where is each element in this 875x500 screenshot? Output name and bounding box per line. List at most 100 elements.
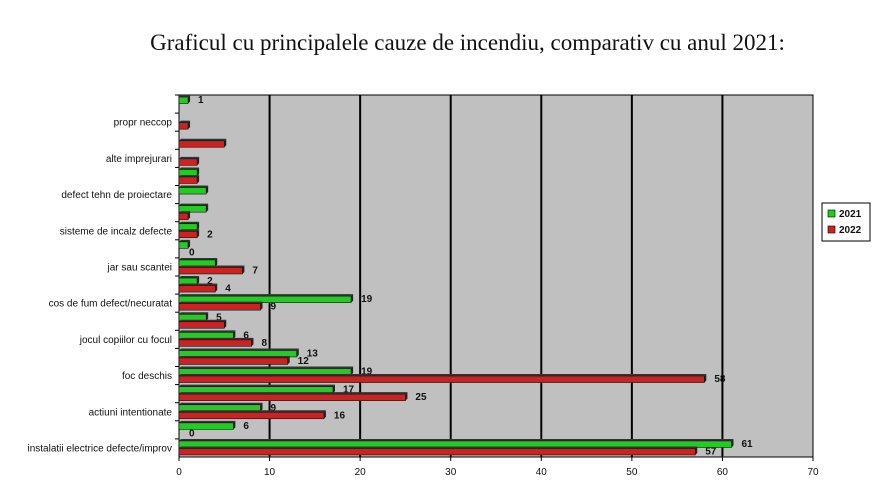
bar-depth bbox=[197, 156, 200, 166]
data-label: 25 bbox=[415, 392, 427, 403]
bar-2022-10 bbox=[178, 267, 243, 275]
bar-depth bbox=[206, 312, 209, 321]
data-label: 2 bbox=[207, 229, 213, 240]
bar-depth bbox=[251, 337, 254, 347]
bar-depth bbox=[233, 330, 236, 339]
bar-depth bbox=[287, 355, 290, 365]
bar-2021-19 bbox=[178, 96, 189, 104]
bar-depth bbox=[206, 185, 209, 195]
data-label: 19 bbox=[361, 294, 373, 305]
bar-depth bbox=[405, 392, 408, 401]
bar-2022-8 bbox=[178, 303, 261, 311]
bar-2022-5 bbox=[178, 357, 288, 365]
bar-top bbox=[179, 374, 707, 377]
bar-2022-9 bbox=[178, 285, 216, 293]
bar-top bbox=[179, 312, 209, 315]
category-label: jocul copiilor cu focul bbox=[79, 335, 172, 346]
bar-2021-11 bbox=[178, 241, 189, 249]
bar-top bbox=[179, 348, 299, 351]
bar-depth bbox=[242, 265, 245, 274]
bar-2022-15 bbox=[178, 176, 198, 184]
bar-depth bbox=[351, 366, 354, 376]
bar-top bbox=[179, 402, 263, 405]
bar-top bbox=[179, 257, 218, 260]
bar-2022-18 bbox=[178, 122, 189, 130]
bar-top bbox=[179, 301, 263, 304]
bar-top bbox=[179, 211, 191, 214]
bar-top bbox=[179, 330, 236, 333]
category-label: cos de fum defect/necuratat bbox=[49, 299, 173, 310]
bar-top bbox=[179, 156, 200, 159]
bar-2022-4 bbox=[178, 375, 705, 383]
data-label: 5 bbox=[216, 312, 222, 323]
bar-top bbox=[179, 438, 734, 441]
data-label: 19 bbox=[361, 367, 373, 378]
data-label: 9 bbox=[271, 403, 277, 414]
legend-label-2021: 2021 bbox=[839, 209, 862, 220]
bar-2022-3 bbox=[178, 393, 406, 401]
bar-depth bbox=[323, 410, 326, 419]
data-label: 6 bbox=[243, 421, 249, 432]
bar-depth bbox=[188, 95, 191, 104]
bar-top bbox=[179, 229, 200, 232]
data-label: 61 bbox=[741, 439, 753, 450]
bar-depth bbox=[332, 384, 335, 394]
bar-2021-1 bbox=[178, 422, 234, 430]
bar-depth bbox=[260, 402, 263, 412]
bar-depth bbox=[188, 120, 191, 130]
data-label: 13 bbox=[307, 348, 319, 359]
data-label: 0 bbox=[189, 247, 195, 258]
category-label: jar sau scantei bbox=[107, 262, 172, 273]
legend bbox=[821, 202, 871, 242]
bar-depth bbox=[695, 446, 698, 455]
data-label: 6 bbox=[243, 330, 249, 341]
bar-top bbox=[179, 384, 335, 387]
bar-depth bbox=[188, 211, 191, 220]
bar-2022-17 bbox=[178, 140, 225, 148]
bar-depth bbox=[197, 221, 200, 231]
bar-2021-14 bbox=[178, 187, 207, 195]
data-label: 8 bbox=[261, 338, 267, 349]
category-label: actiuni intentionate bbox=[89, 407, 173, 418]
category-label: alte imprejurari bbox=[106, 154, 172, 165]
bar-depth bbox=[215, 257, 218, 267]
data-label: 4 bbox=[225, 284, 231, 295]
data-label: 2 bbox=[207, 276, 213, 287]
data-label: 0 bbox=[189, 428, 195, 439]
bar-top bbox=[179, 95, 191, 98]
data-label: 58 bbox=[714, 374, 726, 385]
legend-swatch-2021 bbox=[827, 209, 836, 218]
bar-top bbox=[179, 392, 408, 395]
x-tick-label: 50 bbox=[626, 467, 638, 478]
legend-label-2022: 2022 bbox=[839, 225, 862, 236]
bar-depth bbox=[731, 438, 734, 448]
category-label: defect tehn de proiectare bbox=[61, 190, 172, 201]
bar-top bbox=[179, 138, 227, 141]
data-label: 1 bbox=[198, 95, 204, 106]
bar-top bbox=[179, 120, 191, 123]
bar-depth bbox=[224, 138, 227, 148]
category-label: foc deschis bbox=[122, 371, 172, 382]
category-label: instalatii electrice defecte/improv bbox=[27, 443, 172, 454]
x-tick-label: 70 bbox=[807, 467, 819, 478]
bar-depth bbox=[233, 420, 236, 430]
bar-2022-16 bbox=[178, 158, 198, 166]
bar-top bbox=[179, 276, 200, 279]
data-label: 9 bbox=[271, 302, 277, 313]
bar-depth bbox=[215, 283, 218, 293]
bar-2021-8 bbox=[178, 295, 352, 303]
data-label: 17 bbox=[343, 385, 355, 396]
bar-depth bbox=[704, 374, 707, 383]
x-tick-label: 0 bbox=[176, 467, 182, 478]
x-tick-label: 30 bbox=[445, 467, 457, 478]
bar-top bbox=[179, 410, 326, 413]
page-title: Graficul cu principalele cauze de incend… bbox=[150, 30, 785, 55]
bar-top bbox=[179, 167, 200, 170]
bar-top bbox=[179, 185, 209, 188]
bar-2022-2 bbox=[178, 411, 325, 420]
legend-swatch-2022 bbox=[827, 225, 836, 234]
bar-top bbox=[179, 265, 245, 268]
bar-top bbox=[179, 239, 191, 242]
bar-top bbox=[179, 203, 209, 206]
